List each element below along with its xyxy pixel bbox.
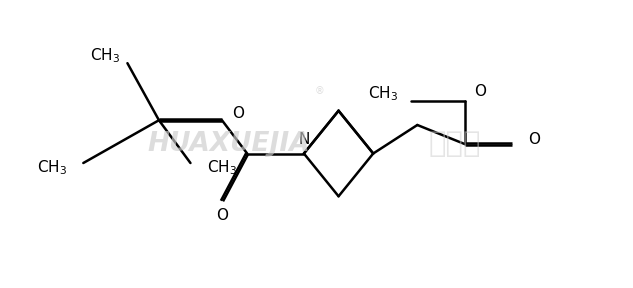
Text: O: O <box>528 132 540 147</box>
Text: CH$_3$: CH$_3$ <box>37 158 67 177</box>
Text: HUAXUEJIA: HUAXUEJIA <box>147 131 310 157</box>
Text: CH$_3$: CH$_3$ <box>207 158 237 177</box>
Text: O: O <box>232 106 244 121</box>
Text: CH$_3$: CH$_3$ <box>91 47 120 65</box>
Text: 化学加: 化学加 <box>429 130 482 158</box>
Text: O: O <box>474 84 486 99</box>
Text: ®: ® <box>315 86 325 96</box>
Text: CH$_3$: CH$_3$ <box>368 85 398 103</box>
Text: N: N <box>298 132 310 147</box>
Text: O: O <box>216 208 228 223</box>
